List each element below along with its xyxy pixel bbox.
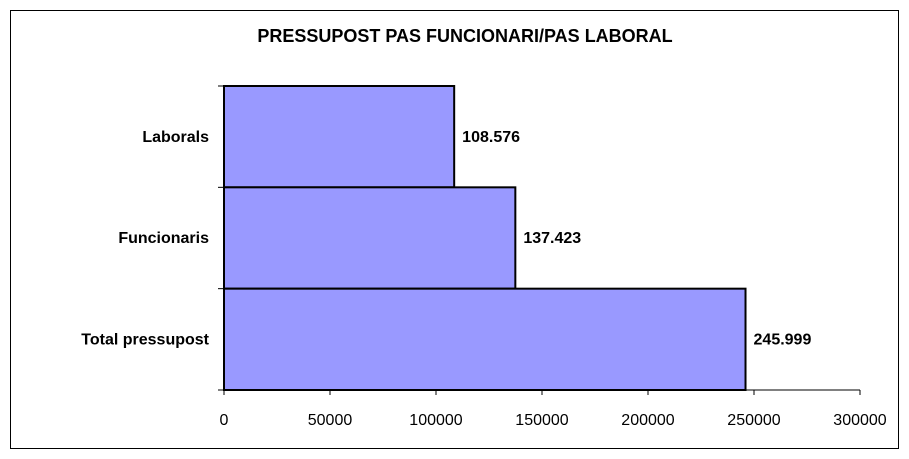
value-label: 137.423: [523, 230, 581, 247]
y-tick-label: Laborals: [142, 129, 209, 146]
x-tick-label: 0: [220, 412, 229, 429]
x-tick-label: 300000: [833, 412, 886, 429]
value-label: 108.576: [462, 129, 520, 146]
x-tick-label: 150000: [515, 412, 568, 429]
bar: [223, 85, 456, 189]
bar: [223, 287, 747, 391]
y-tick-label: Total pressupost: [81, 332, 209, 349]
x-tick-label: 100000: [409, 412, 462, 429]
value-label: 245.999: [754, 332, 812, 349]
y-tick-label: Funcionaris: [118, 230, 209, 247]
x-tick-label: 250000: [727, 412, 780, 429]
x-tick-label: 200000: [621, 412, 674, 429]
x-tick-label: 50000: [308, 412, 353, 429]
bar: [223, 186, 517, 290]
chart-title: PRESSUPOST PAS FUNCIONARI/PAS LABORAL: [257, 26, 672, 46]
